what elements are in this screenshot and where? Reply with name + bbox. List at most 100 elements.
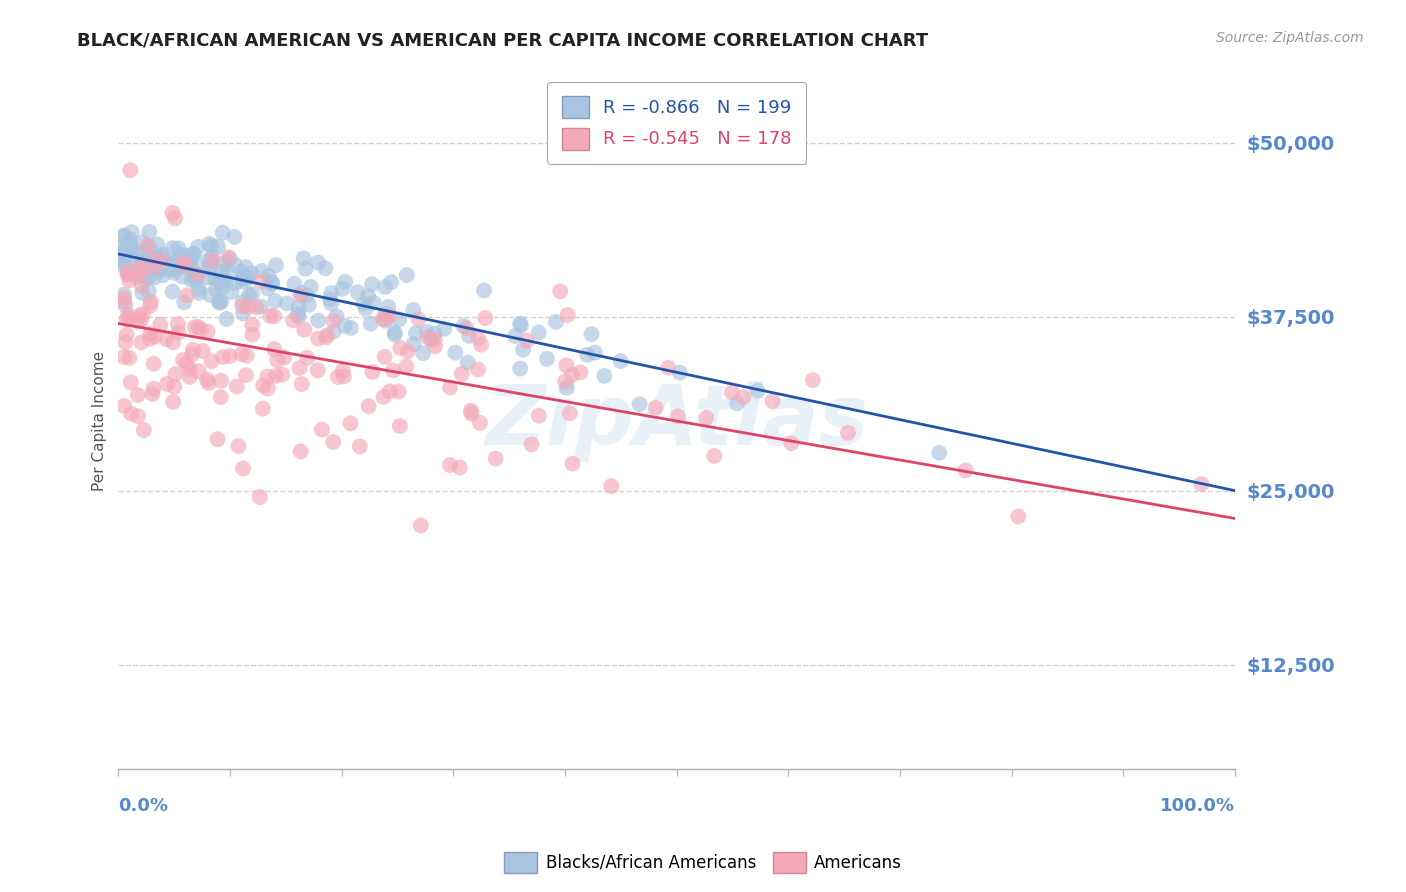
Point [292,252,315,266]
Point [117,264,139,278]
Point [131,235,153,250]
Point [374,350,396,364]
Point [215,311,238,326]
Point [167,317,190,331]
Point [307,331,329,345]
Point [322,325,344,339]
Point [509,317,531,331]
Point [1191,477,1213,491]
Point [135,246,157,260]
Point [1007,509,1029,524]
Point [250,275,273,289]
Point [127,388,149,402]
Point [156,376,179,391]
Point [186,268,208,282]
Point [120,245,142,260]
Point [536,351,558,366]
Point [181,343,204,357]
Point [378,384,401,399]
Point [134,272,156,286]
Point [408,312,430,326]
Point [139,326,162,341]
Point [583,345,606,359]
Point [319,293,342,307]
Point [263,310,285,324]
Point [131,279,153,293]
Point [180,273,202,287]
Point [208,295,231,310]
Point [211,226,233,240]
Point [120,241,142,255]
Point [209,274,232,288]
Point [509,361,531,376]
Point [423,333,446,347]
Point [150,254,173,268]
Point [232,270,254,285]
Point [120,163,142,178]
Point [335,275,357,289]
Point [162,241,184,255]
Point [167,326,190,340]
Point [628,397,651,411]
Point [209,390,232,404]
Text: BLACK/AFRICAN AMERICAN VS AMERICAN PER CAPITA INCOME CORRELATION CHART: BLACK/AFRICAN AMERICAN VS AMERICAN PER C… [77,31,928,49]
Point [733,390,755,404]
Point [378,308,401,322]
Point [179,362,201,376]
Point [163,211,186,226]
Point [129,260,152,274]
Point [389,341,412,355]
Point [201,250,224,264]
Point [333,369,356,384]
Point [388,419,411,434]
Point [263,343,285,357]
Point [470,337,492,351]
Point [297,351,319,365]
Point [240,327,263,342]
Point [225,379,247,393]
Point [150,263,173,277]
Point [150,261,173,276]
Point [307,363,329,377]
Point [163,380,186,394]
Point [333,318,356,333]
Point [120,376,142,390]
Point [162,394,184,409]
Point [294,261,316,276]
Point [252,378,274,392]
Point [153,255,176,269]
Point [207,239,229,253]
Point [214,274,236,288]
Point [474,311,496,326]
Point [321,286,343,301]
Point [780,436,803,450]
Point [240,287,263,301]
Point [177,259,200,273]
Point [112,229,135,244]
Point [143,253,166,268]
Point [561,457,583,471]
Point [238,287,260,301]
Point [290,444,312,458]
Point [131,335,153,350]
Point [149,248,172,262]
Point [184,271,207,285]
Point [136,239,159,253]
Point [527,326,550,340]
Point [321,296,343,310]
Point [460,407,482,421]
Point [197,376,219,390]
Point [761,394,783,409]
Point [112,294,135,309]
Point [457,355,479,369]
Point [152,248,174,262]
Point [217,263,239,277]
Point [339,416,361,430]
Point [131,285,153,300]
Point [837,425,859,440]
Point [231,265,253,279]
Point [384,326,406,340]
Point [195,373,218,387]
Point [162,206,184,220]
Point [152,268,174,283]
